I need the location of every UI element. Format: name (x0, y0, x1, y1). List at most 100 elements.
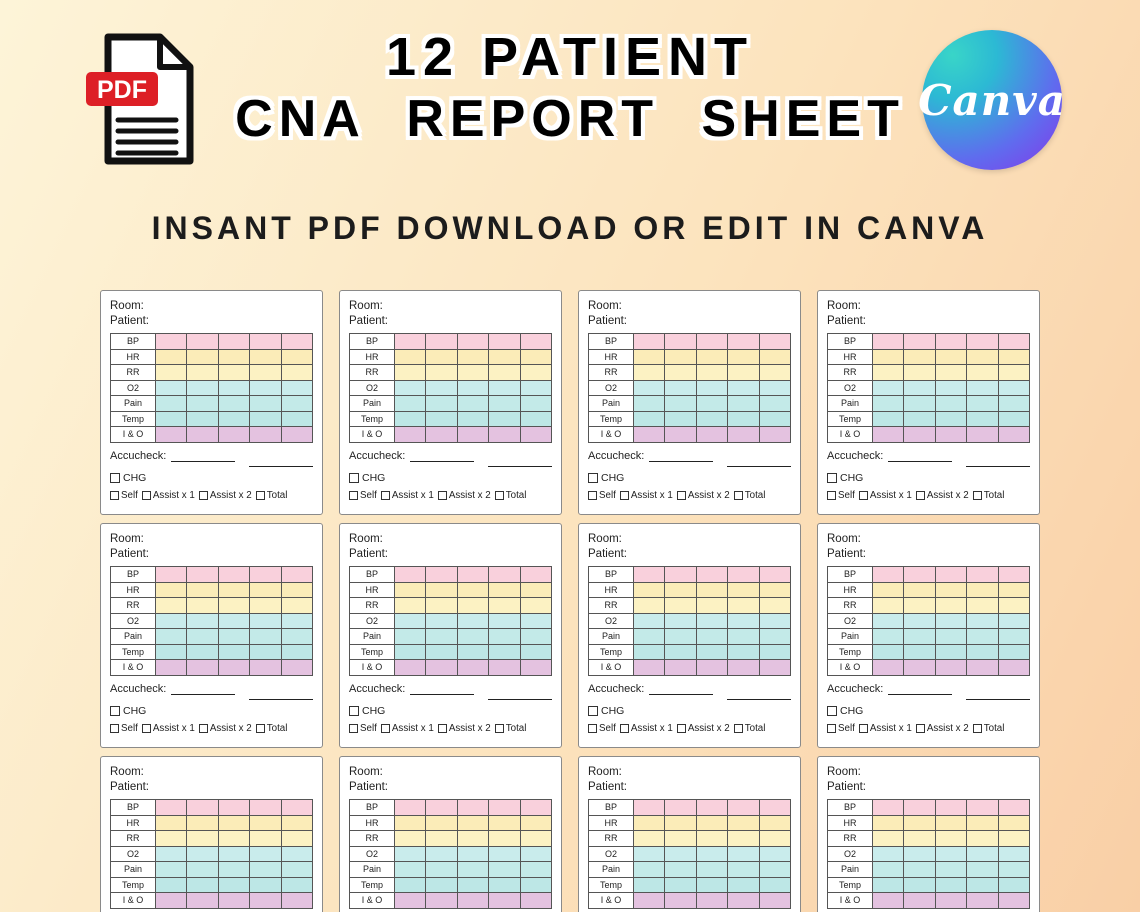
vital-cell[interactable] (249, 643, 282, 660)
vital-cell[interactable] (154, 395, 188, 412)
vital-cell[interactable] (758, 395, 792, 412)
vital-cell[interactable] (664, 333, 697, 350)
accucheck-blank-1[interactable] (649, 450, 714, 462)
assist-checkbox[interactable] (349, 490, 358, 500)
vital-cell[interactable] (664, 830, 697, 847)
vital-cell[interactable] (997, 379, 1031, 396)
vital-cell[interactable] (154, 566, 188, 583)
vital-cell[interactable] (871, 333, 905, 350)
vital-cell[interactable] (758, 612, 792, 629)
vital-cell[interactable] (393, 892, 427, 909)
vital-cell[interactable] (154, 333, 188, 350)
vital-cell[interactable] (727, 426, 760, 443)
vital-cell[interactable] (695, 333, 729, 350)
vital-cell[interactable] (186, 379, 219, 396)
vital-cell[interactable] (632, 348, 666, 365)
vital-cell[interactable] (280, 410, 314, 427)
vital-cell[interactable] (903, 581, 936, 598)
vital-cell[interactable] (393, 348, 427, 365)
vital-cell[interactable] (966, 643, 999, 660)
vital-cell[interactable] (186, 566, 219, 583)
vital-cell[interactable] (871, 628, 905, 645)
vital-cell[interactable] (664, 799, 697, 816)
vital-cell[interactable] (280, 830, 314, 847)
vital-cell[interactable] (903, 364, 936, 381)
vital-cell[interactable] (966, 426, 999, 443)
vital-cell[interactable] (425, 348, 458, 365)
vital-cell[interactable] (280, 845, 314, 862)
vital-cell[interactable] (425, 861, 458, 878)
vital-cell[interactable] (727, 643, 760, 660)
vital-cell[interactable] (903, 659, 936, 676)
vital-cell[interactable] (488, 581, 521, 598)
vital-cell[interactable] (519, 861, 553, 878)
vital-cell[interactable] (393, 845, 427, 862)
vital-cell[interactable] (186, 410, 219, 427)
vital-cell[interactable] (997, 612, 1031, 629)
vital-cell[interactable] (217, 830, 251, 847)
vital-cell[interactable] (632, 333, 666, 350)
vital-cell[interactable] (425, 426, 458, 443)
vital-cell[interactable] (997, 581, 1031, 598)
vital-cell[interactable] (934, 426, 968, 443)
vital-cell[interactable] (488, 628, 521, 645)
assist-checkbox[interactable] (619, 723, 629, 733)
vital-cell[interactable] (695, 799, 729, 816)
vital-cell[interactable] (664, 628, 697, 645)
vital-cell[interactable] (456, 892, 490, 909)
vital-cell[interactable] (997, 348, 1031, 365)
vital-cell[interactable] (664, 814, 697, 831)
vital-cell[interactable] (456, 379, 490, 396)
vital-cell[interactable] (488, 892, 521, 909)
vital-cell[interactable] (488, 364, 521, 381)
vital-cell[interactable] (519, 830, 553, 847)
assist-checkbox[interactable] (255, 723, 265, 733)
vital-cell[interactable] (249, 597, 282, 614)
vital-cell[interactable] (280, 814, 314, 831)
vital-cell[interactable] (154, 410, 188, 427)
vital-cell[interactable] (664, 379, 697, 396)
vital-cell[interactable] (934, 395, 968, 412)
vital-cell[interactable] (871, 364, 905, 381)
vital-cell[interactable] (186, 861, 219, 878)
vital-cell[interactable] (217, 876, 251, 893)
vital-cell[interactable] (966, 628, 999, 645)
vital-cell[interactable] (488, 379, 521, 396)
vital-cell[interactable] (393, 426, 427, 443)
vital-cell[interactable] (727, 799, 760, 816)
vital-cell[interactable] (997, 830, 1031, 847)
vital-cell[interactable] (632, 628, 666, 645)
vital-cell[interactable] (280, 379, 314, 396)
vital-cell[interactable] (632, 612, 666, 629)
assist-checkbox[interactable] (198, 490, 208, 500)
vital-cell[interactable] (249, 395, 282, 412)
vital-cell[interactable] (488, 333, 521, 350)
vital-cell[interactable] (727, 628, 760, 645)
vital-cell[interactable] (217, 892, 251, 909)
vital-cell[interactable] (249, 830, 282, 847)
vital-cell[interactable] (903, 348, 936, 365)
vital-cell[interactable] (966, 379, 999, 396)
vital-cell[interactable] (871, 830, 905, 847)
vital-cell[interactable] (903, 845, 936, 862)
vital-cell[interactable] (488, 799, 521, 816)
vital-cell[interactable] (871, 643, 905, 660)
assist-checkbox[interactable] (619, 490, 629, 500)
vital-cell[interactable] (632, 876, 666, 893)
vital-cell[interactable] (456, 566, 490, 583)
vital-cell[interactable] (664, 659, 697, 676)
assist-checkbox[interactable] (349, 723, 358, 733)
vital-cell[interactable] (425, 830, 458, 847)
vital-cell[interactable] (727, 892, 760, 909)
vital-cell[interactable] (758, 379, 792, 396)
vital-cell[interactable] (871, 348, 905, 365)
vital-cell[interactable] (456, 426, 490, 443)
vital-cell[interactable] (456, 581, 490, 598)
vital-cell[interactable] (727, 845, 760, 862)
vital-cell[interactable] (217, 566, 251, 583)
assist-checkbox[interactable] (972, 490, 982, 500)
chg-checkbox[interactable] (349, 472, 359, 483)
vital-cell[interactable] (934, 364, 968, 381)
accucheck-blank-1[interactable] (171, 450, 236, 462)
vital-cell[interactable] (903, 799, 936, 816)
